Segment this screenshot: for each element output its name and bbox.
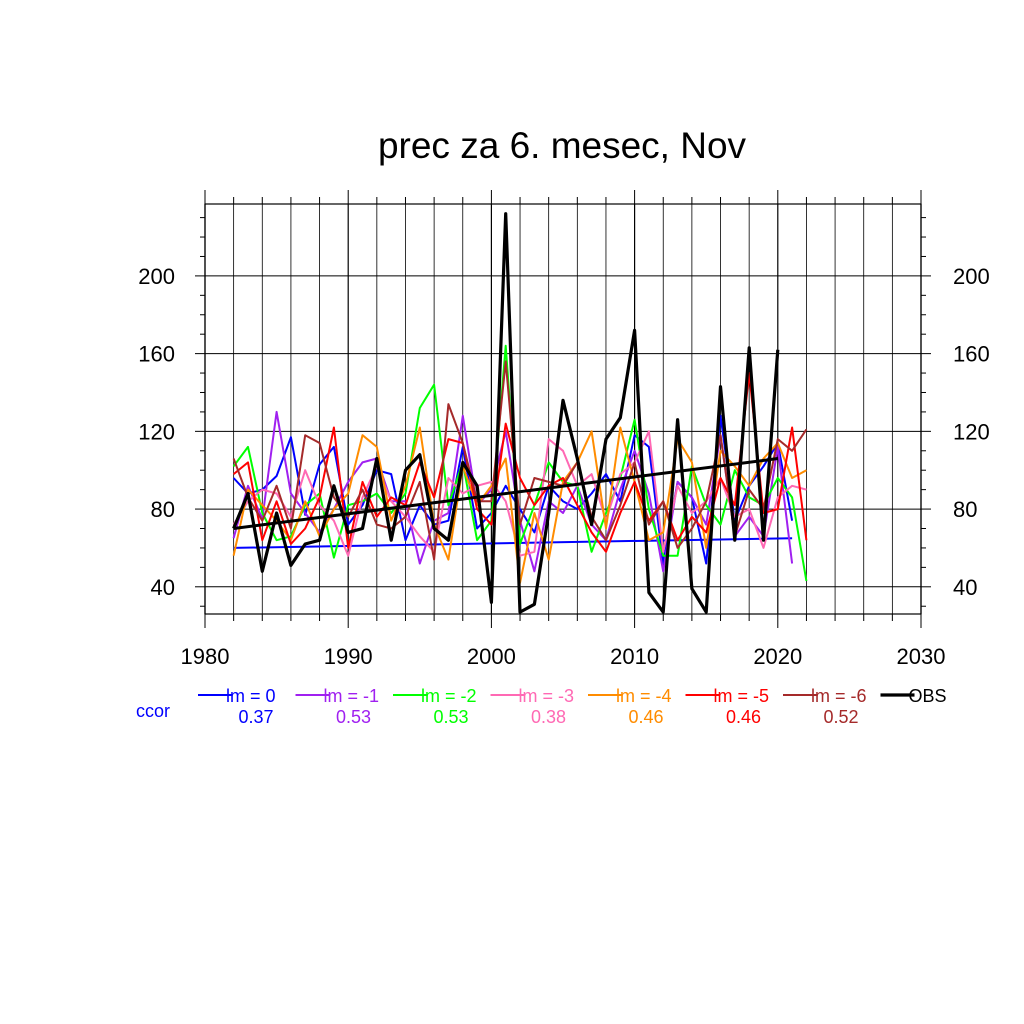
y-tick-label: 120: [138, 419, 175, 444]
legend-label-1: lm = -1: [324, 686, 380, 706]
y-tick-label: 160: [138, 342, 175, 367]
x-tick-label: 1980: [181, 644, 230, 669]
y-tick-label-right: 40: [953, 575, 977, 600]
plot-frame: [204, 203, 922, 615]
y-tick-label-right: 200: [953, 264, 990, 289]
ccor-value-0: 0.37: [238, 707, 273, 727]
x-tick-label: 2020: [753, 644, 802, 669]
y-tick-label: 80: [151, 497, 175, 522]
legend-label-0: lm = 0: [226, 686, 276, 706]
plot-area: [232, 212, 808, 614]
y-tick-label-right: 120: [953, 419, 990, 444]
x-tick-label: 2010: [610, 644, 659, 669]
y-tick-label-right: 160: [953, 342, 990, 367]
trend-line-0: [233, 537, 793, 549]
x-tick-label: 2000: [467, 644, 516, 669]
ccor-value-5: 0.46: [726, 707, 761, 727]
grid: [204, 204, 922, 614]
trend-line-7: [233, 457, 778, 530]
legend-label-2: lm = -2: [421, 686, 477, 706]
ccor-value-1: 0.53: [336, 707, 371, 727]
chart-title: prec za 6. mesec, Nov: [378, 125, 747, 166]
ccor-label: ccor: [136, 701, 170, 721]
series-line-0: [232, 414, 794, 565]
ccor-value-3: 0.38: [531, 707, 566, 727]
legend-label-3: lm = -3: [519, 686, 575, 706]
y-tick-label-right: 80: [953, 497, 977, 522]
legend-label-7: OBS: [909, 686, 947, 706]
x-tick-label: 1990: [324, 644, 373, 669]
axes: 1980 1990 2000 2010 2020 2030 40 40 80 80 120 120 16…: [138, 190, 990, 669]
y-tick-label: 200: [138, 264, 175, 289]
ccor-value-2: 0.53: [433, 707, 468, 727]
y-tick-label: 40: [151, 575, 175, 600]
ccor-value-4: 0.46: [628, 707, 663, 727]
legend-label-5: lm = -5: [714, 686, 770, 706]
legend-label-6: lm = -6: [811, 686, 867, 706]
x-tick-label: 2030: [897, 644, 946, 669]
ccor-value-6: 0.52: [823, 707, 858, 727]
series-line-7: [232, 212, 780, 614]
legend-label-4: lm = -4: [616, 686, 672, 706]
series-line-6: [232, 360, 808, 561]
